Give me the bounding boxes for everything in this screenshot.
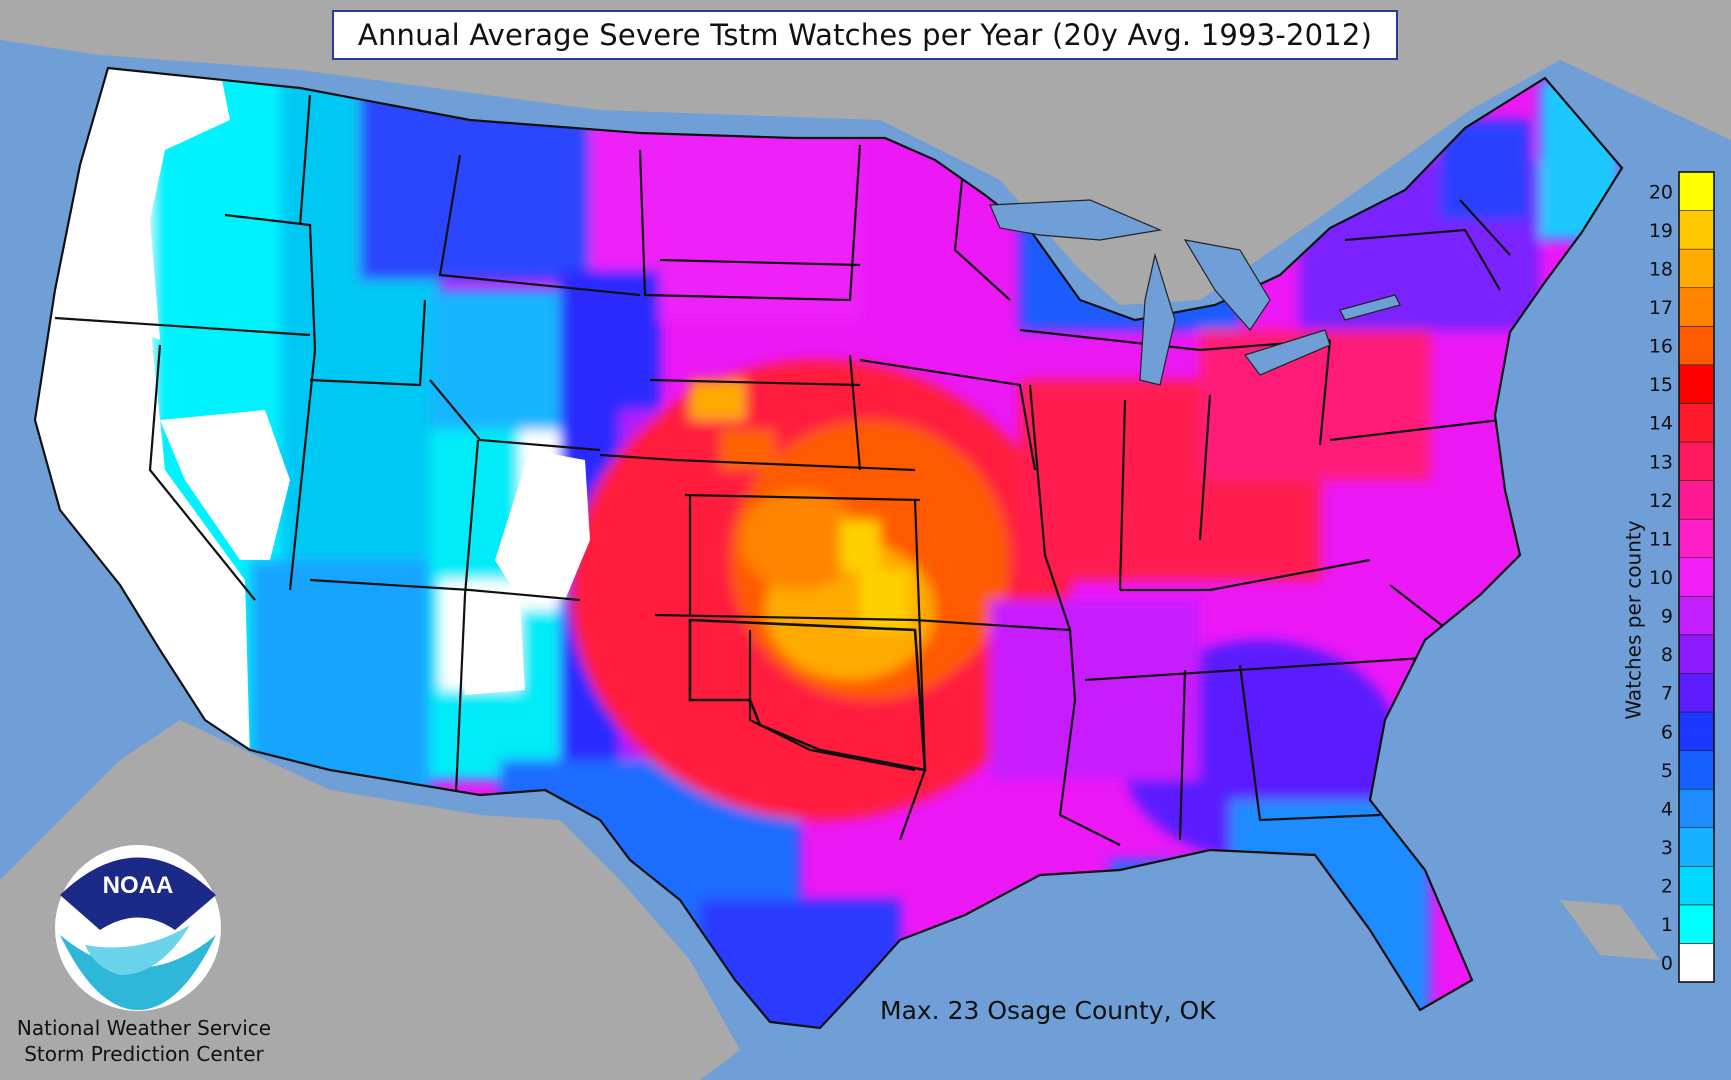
legend-label-19: 19 [1649,220,1673,242]
agency-line-2: Storm Prediction Center [24,1042,264,1066]
legend-swatch-15 [1678,364,1715,404]
legend-swatch-7 [1678,673,1715,713]
legend-label-6: 6 [1661,721,1673,743]
legend-label-2: 2 [1661,876,1673,898]
legend-swatch-14 [1678,403,1715,443]
legend-swatch-4 [1678,788,1715,829]
legend-swatch-17 [1678,287,1715,327]
legend-swatch-13 [1678,441,1715,481]
legend-swatch-9 [1678,595,1715,636]
legend-swatch-20 [1678,171,1715,211]
canada-land [0,0,1731,305]
legend-label-20: 20 [1649,181,1673,203]
legend-label-4: 4 [1661,798,1673,820]
legend-label-15: 15 [1649,374,1673,396]
legend-swatch-10 [1678,557,1715,597]
map-title: Annual Average Severe Tstm Watches per Y… [332,10,1398,60]
legend-swatch-6 [1678,711,1715,751]
bahamas-land [1560,900,1660,960]
legend-label-7: 7 [1661,683,1673,705]
legend-swatch-19 [1678,210,1715,250]
legend-label-18: 18 [1649,258,1673,280]
legend-swatch-1 [1678,904,1715,944]
us-outline [33,66,1624,1030]
legend-title: Watches per county [1622,520,1647,720]
legend-swatch-0 [1678,943,1715,983]
legend-swatch-16 [1678,325,1715,366]
max-annotation: Max. 23 Osage County, OK [880,996,1216,1025]
agency-credit: National Weather Service Storm Predictio… [4,1015,284,1067]
legend-label-13: 13 [1649,451,1673,473]
legend-label-3: 3 [1661,837,1673,859]
legend-label-12: 12 [1649,490,1673,512]
legend-swatch-18 [1678,248,1715,289]
legend-label-8: 8 [1661,644,1673,666]
legend-swatch-2 [1678,865,1715,906]
legend-swatch-5 [1678,750,1715,790]
noaa-logo-text: NOAA [103,872,174,899]
legend-swatch-3 [1678,827,1715,867]
legend-label-10: 10 [1649,567,1673,589]
legend-frame [1678,171,1715,983]
legend-label-5: 5 [1661,760,1673,782]
legend-label-11: 11 [1649,528,1673,550]
legend-label-17: 17 [1649,297,1673,319]
legend-swatch-12 [1678,480,1715,520]
legend-swatch-11 [1678,518,1715,559]
legend-label-14: 14 [1649,413,1673,435]
noaa-logo: NOAA [55,845,221,1011]
legend-label-16: 16 [1649,336,1673,358]
legend-label-9: 9 [1661,606,1673,628]
agency-line-1: National Weather Service [16,1016,272,1040]
legend-label-0: 0 [1661,953,1673,975]
great-lakes [989,199,1401,386]
legend-label-1: 1 [1661,914,1673,936]
legend-swatch-8 [1678,634,1715,674]
